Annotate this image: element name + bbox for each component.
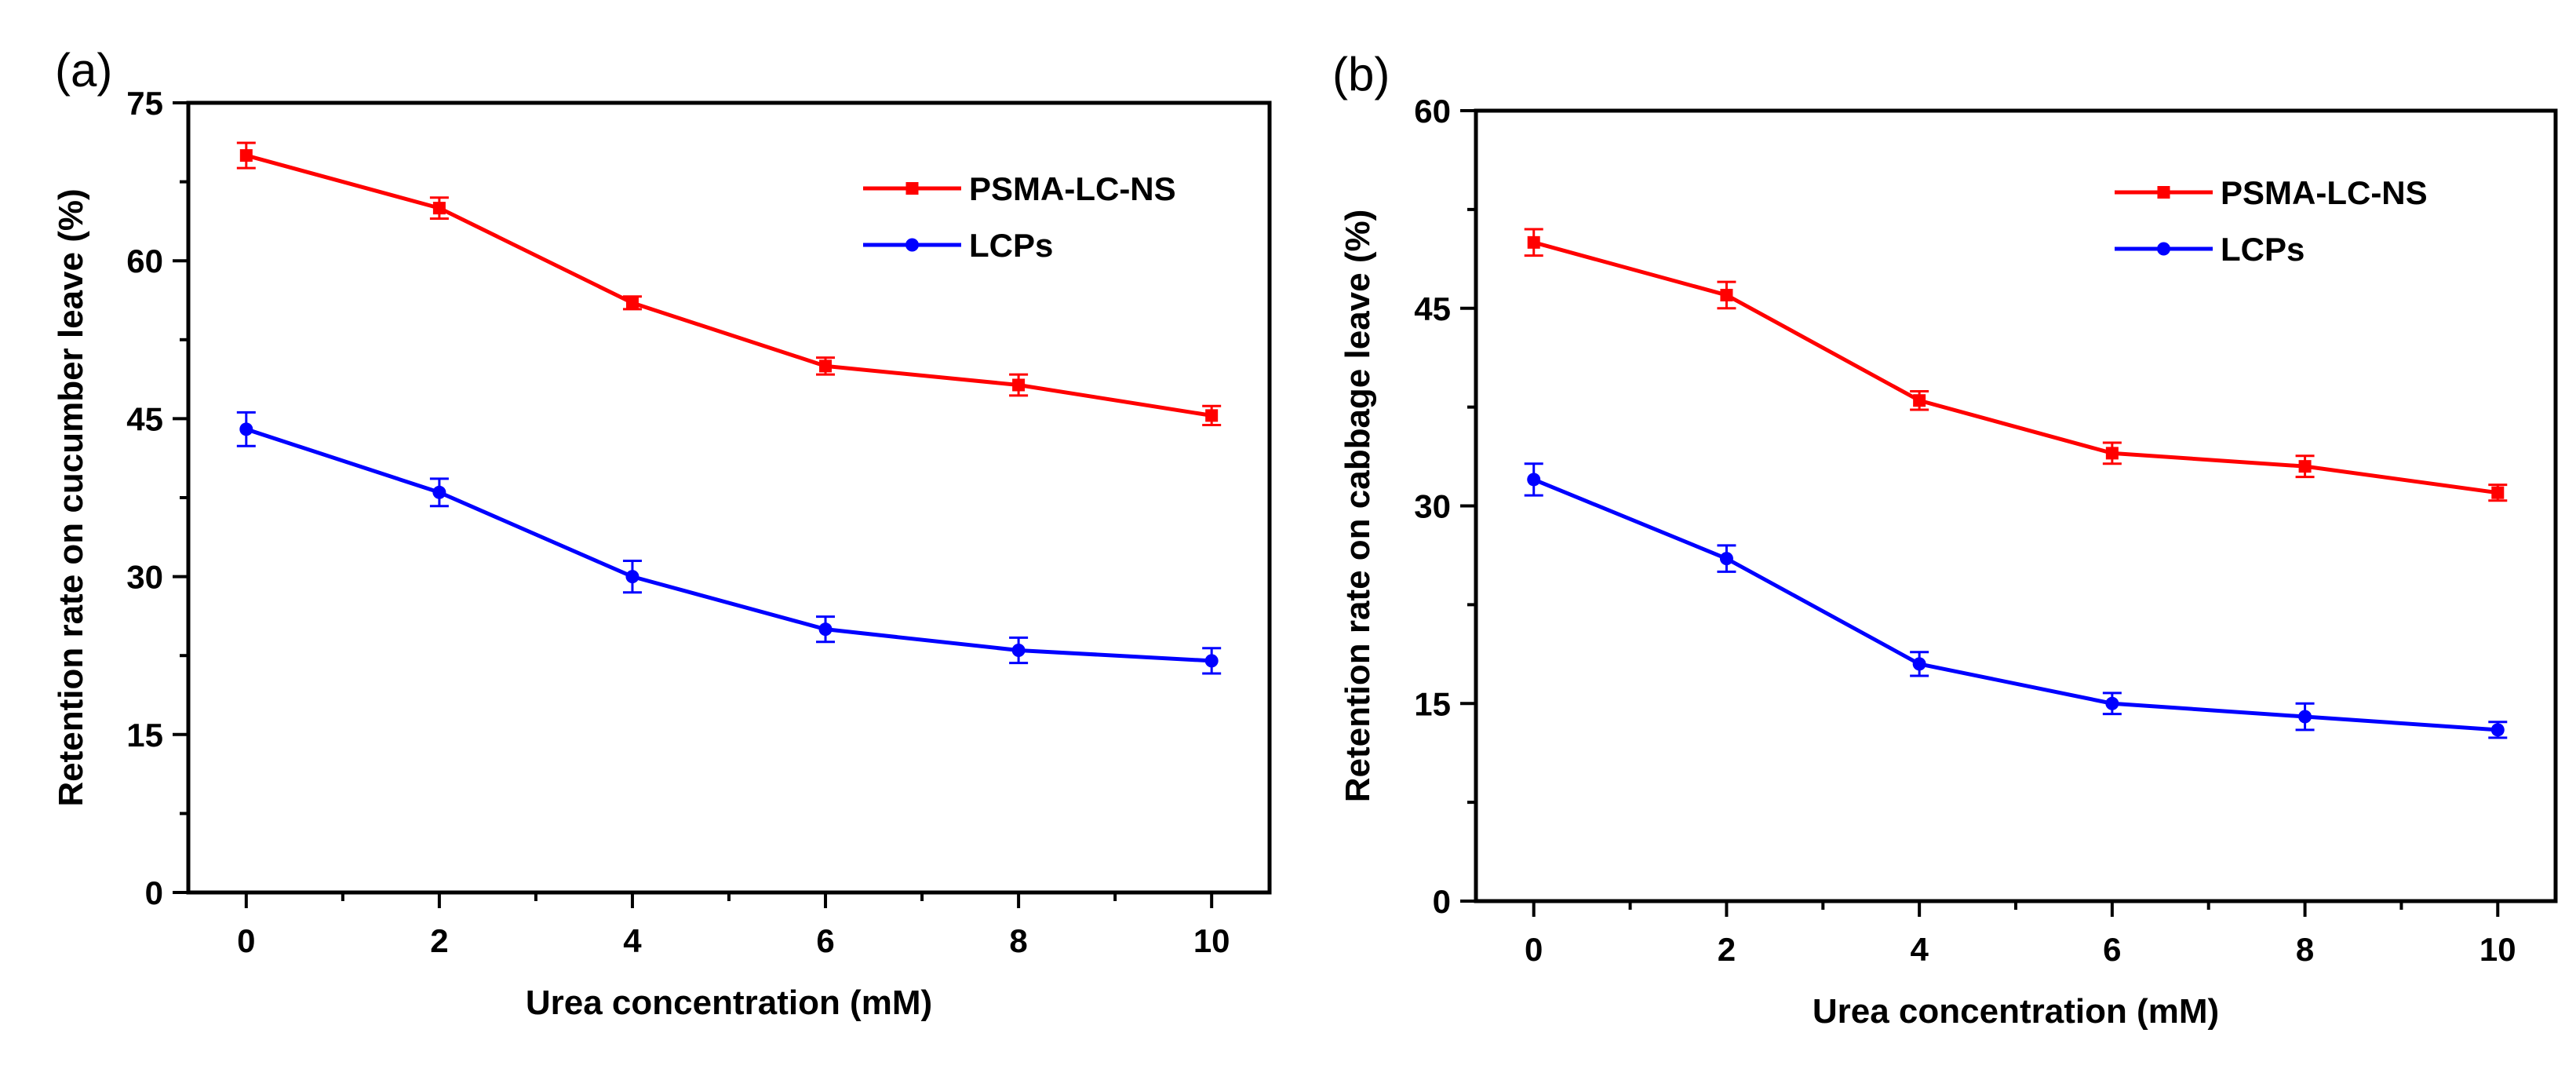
- y-tick-label: 75: [126, 85, 163, 122]
- data-point-psma-lc-ns: [1205, 409, 1219, 422]
- panel-label: (a): [55, 44, 112, 97]
- data-point-psma-lc-ns: [1527, 235, 1540, 249]
- legend-marker-lcps: [905, 238, 919, 252]
- data-point-lcps: [2490, 723, 2505, 737]
- panel-b: (b) 0 15 30 45 60 0 2 4 6 8 10 Urea concentration (m…: [1332, 48, 2558, 1031]
- data-point-lcps: [2298, 710, 2312, 724]
- series-line-psma-lc-ns: [1533, 240, 2498, 495]
- data-point-lcps: [1527, 473, 1541, 487]
- data-point-psma-lc-ns: [2105, 447, 2119, 460]
- x-tick-label: 10: [1193, 922, 1230, 959]
- plot-frame: [1474, 108, 2558, 903]
- legend-marker-psma-lc-ns: [2157, 186, 2170, 199]
- plot-frame: [186, 100, 1272, 895]
- series-line-lcps: [1532, 477, 2498, 732]
- y-tick-label: 15: [1414, 685, 1451, 722]
- y-tick-label: 30: [126, 559, 163, 596]
- panel-a: (a) 0 15 30 45 60 75 0 2 4 6 8 10 Urea concentration …: [52, 44, 1272, 1022]
- y-tick-label: 15: [126, 717, 163, 754]
- data-point-lcps: [1204, 654, 1219, 668]
- data-point-psma-lc-ns: [2298, 460, 2312, 473]
- data-point-lcps: [432, 485, 446, 499]
- data-point-psma-lc-ns: [1913, 394, 1926, 407]
- legend-marker-psma-lc-ns: [905, 182, 919, 195]
- x-axis-label: Urea concentration (mM): [1813, 992, 2219, 1031]
- y-tick-label: 0: [1433, 883, 1451, 920]
- data-point-lcps: [1719, 552, 1733, 566]
- data-point-psma-lc-ns: [432, 202, 446, 215]
- data-point-psma-lc-ns: [1720, 288, 1733, 301]
- data-point-lcps: [1912, 657, 1926, 671]
- legend-label-lcps: LCPs: [969, 227, 1053, 264]
- legend-label-psma-lc-ns: PSMA-LC-NS: [2221, 174, 2428, 211]
- x-axis-label: Urea concentration (mM): [526, 984, 932, 1022]
- x-tick-label: 0: [237, 922, 255, 959]
- legend-marker-lcps: [2157, 242, 2170, 256]
- data-point-lcps: [239, 422, 253, 436]
- y-tick-label: 30: [1414, 488, 1451, 525]
- data-point-lcps: [625, 570, 639, 584]
- y-tick-label: 60: [126, 243, 163, 279]
- y-axis-label: Retention rate on cabbage leave (%): [1339, 210, 1377, 803]
- data-point-lcps: [1011, 643, 1026, 657]
- x-tick-label: 4: [1910, 931, 1929, 968]
- x-tick-label: 8: [2296, 931, 2314, 968]
- x-tick-label: 2: [430, 922, 448, 959]
- x-tick-label: 8: [1009, 922, 1027, 959]
- data-point-psma-lc-ns: [2491, 486, 2505, 499]
- data-point-lcps: [818, 622, 833, 637]
- x-tick-label: 10: [2479, 931, 2516, 968]
- data-point-lcps: [2105, 696, 2119, 710]
- legend-label-lcps: LCPs: [2221, 231, 2305, 268]
- data-point-psma-lc-ns: [625, 296, 639, 309]
- x-tick-label: 4: [623, 922, 642, 959]
- series-line-lcps: [246, 427, 1212, 663]
- y-tick-label: 45: [1414, 290, 1451, 327]
- series-line-psma-lc-ns: [246, 153, 1212, 418]
- y-tick-label: 0: [145, 874, 163, 911]
- data-point-psma-lc-ns: [819, 359, 833, 373]
- data-point-psma-lc-ns: [239, 149, 253, 162]
- y-tick-label: 60: [1414, 93, 1451, 130]
- legend-label-psma-lc-ns: PSMA-LC-NS: [969, 170, 1176, 207]
- y-tick-label: 45: [126, 400, 163, 437]
- x-tick-label: 0: [1525, 931, 1543, 968]
- y-axis-label: Retention rate on cucumber leave (%): [52, 188, 90, 806]
- data-point-psma-lc-ns: [1012, 378, 1026, 392]
- x-tick-label: 6: [2103, 931, 2121, 968]
- panel-label: (b): [1332, 48, 1390, 100]
- x-tick-label: 6: [816, 922, 834, 959]
- x-tick-label: 2: [1718, 931, 1736, 968]
